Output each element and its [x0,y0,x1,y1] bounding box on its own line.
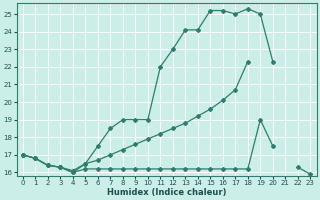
X-axis label: Humidex (Indice chaleur): Humidex (Indice chaleur) [107,188,226,197]
